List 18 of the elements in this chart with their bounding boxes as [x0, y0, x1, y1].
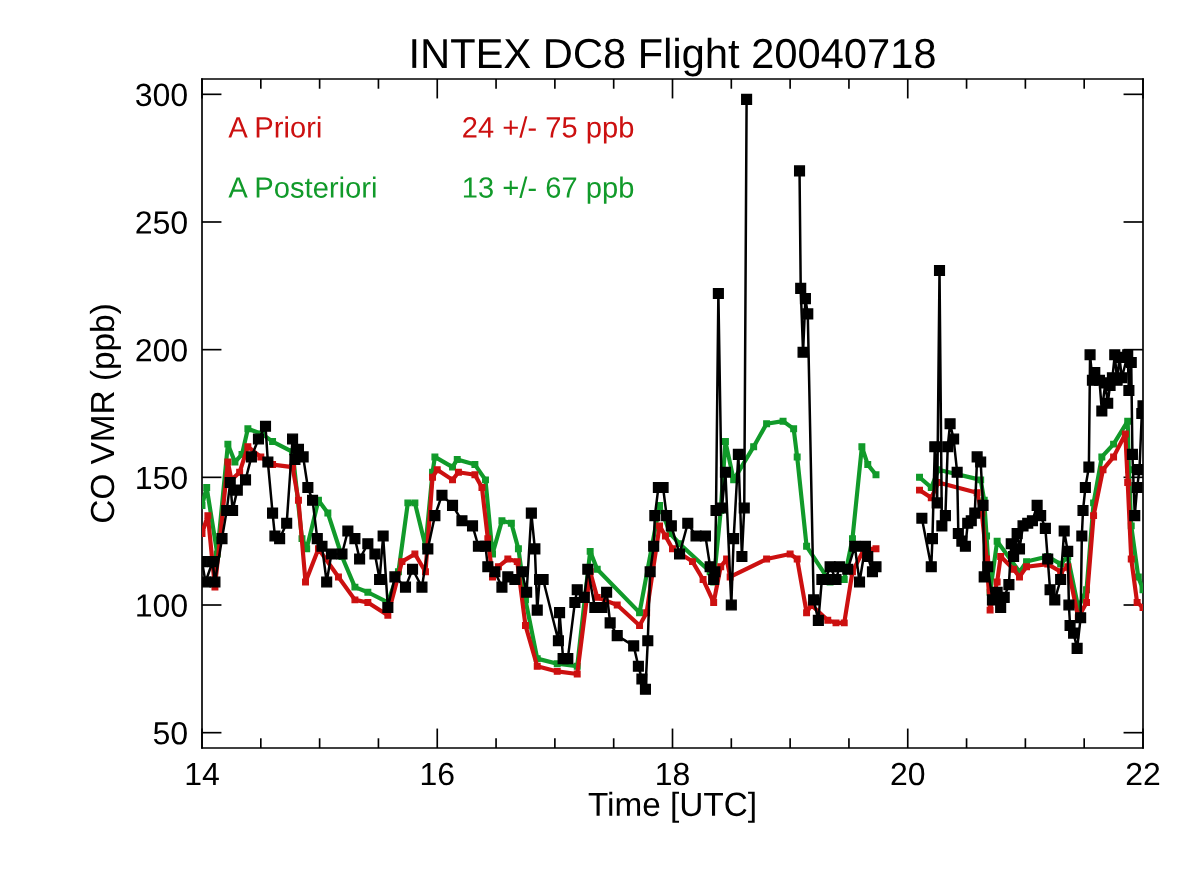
y-tick-label: 150	[137, 466, 187, 490]
y-tick-label: 250	[136, 211, 187, 234]
y-tick-label: 300	[136, 83, 187, 107]
x-tick-label: 14	[186, 763, 219, 786]
chart-title: INTEX DC8 Flight 20040718	[412, 37, 935, 77]
y-axis-title: CO VMR (ppb)	[89, 305, 121, 523]
x-tick-label: 16	[421, 762, 454, 786]
annotation: 24 +/- 75 ppb	[463, 116, 634, 144]
y-tick-label: 100	[137, 594, 187, 617]
x-tick-label: 22	[1126, 762, 1160, 786]
y-tick-label: 50	[153, 721, 187, 745]
y-tick-label: 200	[136, 338, 187, 362]
text: A Priori	[228, 116, 321, 138]
text: A Posteriori	[228, 176, 376, 198]
x-tick-label: 18	[657, 762, 689, 786]
x-axis-title: Time [UTC]	[588, 791, 755, 823]
annotation: 13 +/- 67 ppb	[463, 176, 634, 204]
x-tick-label: 20	[891, 762, 925, 786]
